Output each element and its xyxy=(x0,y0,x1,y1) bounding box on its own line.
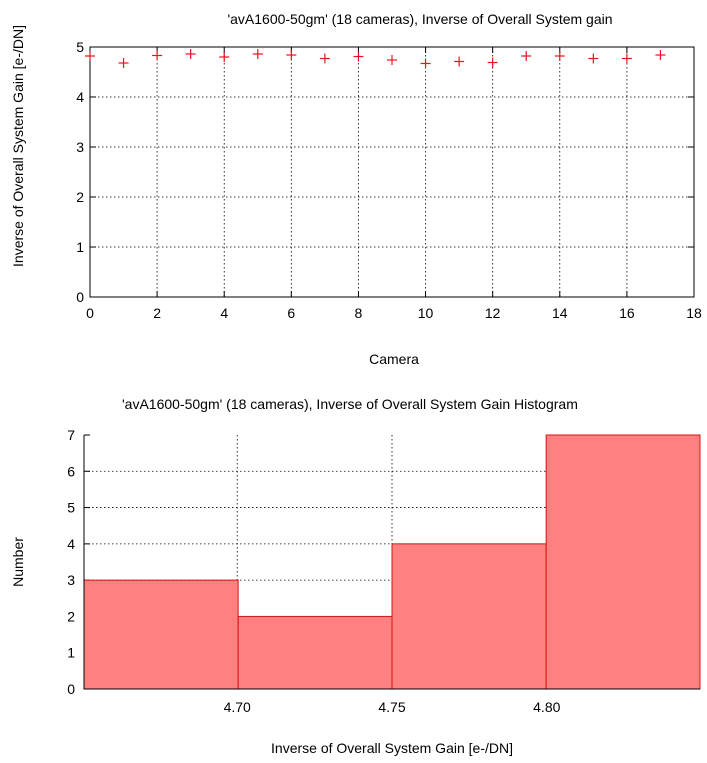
scatter-point xyxy=(152,50,163,61)
histogram-xtick-label: 4.80 xyxy=(533,699,560,715)
scatter-frame xyxy=(89,46,695,298)
scatter-xtick-label: 16 xyxy=(619,305,635,321)
scatter-point xyxy=(621,53,632,64)
scatter-ytick-label: 3 xyxy=(76,139,84,155)
scatter-title: 'avA1600-50gm' (18 cameras), Inverse of … xyxy=(227,11,612,27)
scatter-point xyxy=(588,53,599,64)
histogram-ylabel: Number xyxy=(10,537,26,587)
histogram-xlabel: Inverse of Overall System Gain [e-/DN] xyxy=(271,740,513,756)
scatter-xtick-label: 6 xyxy=(287,305,295,321)
histogram-bar xyxy=(237,615,393,690)
scatter-point xyxy=(521,51,532,61)
histogram-plot-area: 0 1 2 3 4 5 6 7 4.70 4.75 4.80 xyxy=(67,427,701,715)
scatter-point xyxy=(554,51,565,61)
scatter-xtick-label: 4 xyxy=(220,305,228,321)
histogram-xtick-label: 4.70 xyxy=(224,699,251,715)
histogram-xtick-label: 4.75 xyxy=(378,699,405,715)
scatter-xtick-label: 2 xyxy=(153,305,161,321)
histogram-title: 'avA1600-50gm' (18 cameras), Inverse of … xyxy=(122,396,578,412)
scatter-point xyxy=(387,55,397,65)
histogram-ytick-label: 7 xyxy=(67,427,75,443)
scatter-point xyxy=(219,52,230,62)
scatter-xtick-label: 14 xyxy=(552,305,568,321)
scatter-ylabel: Inverse of Overall System Gain [e-/DN] xyxy=(10,25,26,267)
histogram-bar xyxy=(391,543,547,690)
scatter-xtick-label: 12 xyxy=(485,305,501,321)
histogram-ytick-label: 0 xyxy=(67,681,75,697)
scatter-xtick-label: 0 xyxy=(86,305,94,321)
scatter-ytick-label: 5 xyxy=(76,39,84,55)
histogram-ytick-label: 4 xyxy=(67,536,75,552)
scatter-point xyxy=(487,57,498,68)
scatter-xtick-label: 18 xyxy=(686,305,702,321)
histogram-bar xyxy=(83,579,239,690)
scatter-point xyxy=(454,56,465,67)
scatter-point xyxy=(420,58,431,69)
scatter-ytick-label: 0 xyxy=(76,289,84,305)
histogram-ytick-label: 5 xyxy=(67,500,75,516)
scatter-point xyxy=(252,49,263,59)
scatter-xtick-label: 8 xyxy=(355,305,363,321)
scatter-ytick-label: 1 xyxy=(76,239,84,255)
histogram-ytick-label: 2 xyxy=(67,608,75,624)
scatter-ytick-label: 4 xyxy=(76,89,84,105)
scatter-point xyxy=(85,51,95,61)
scatter-point xyxy=(655,50,666,60)
scatter-xlabel: Camera xyxy=(369,351,419,367)
scatter-point xyxy=(286,50,297,60)
scatter-ytick-label: 2 xyxy=(76,189,84,205)
histogram-bar xyxy=(545,434,701,690)
scatter-xtick-label: 10 xyxy=(418,305,434,321)
scatter-point xyxy=(185,49,196,59)
histogram-ytick-label: 3 xyxy=(67,572,75,588)
histogram-ytick-label: 1 xyxy=(67,645,75,661)
scatter-point xyxy=(353,51,364,62)
histogram-ytick-label: 6 xyxy=(67,463,75,479)
scatter-point xyxy=(118,58,129,68)
scatter-point xyxy=(319,53,330,64)
